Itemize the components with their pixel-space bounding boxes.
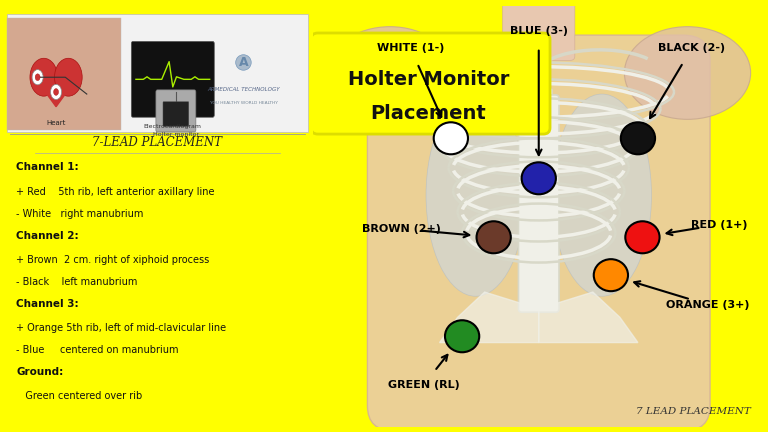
FancyBboxPatch shape — [131, 41, 214, 117]
FancyBboxPatch shape — [518, 95, 559, 312]
Ellipse shape — [426, 94, 525, 296]
Text: Heart: Heart — [46, 120, 66, 126]
Ellipse shape — [552, 94, 651, 296]
Text: BLACK (2-): BLACK (2-) — [658, 43, 726, 53]
Text: ORANGE (3+): ORANGE (3+) — [666, 300, 750, 310]
Polygon shape — [439, 292, 538, 343]
Text: Holter monitor: Holter monitor — [153, 132, 199, 137]
Text: YOU HEALTHY WORLD HEALTHY: YOU HEALTHY WORLD HEALTHY — [210, 102, 277, 105]
FancyBboxPatch shape — [525, 253, 552, 274]
Polygon shape — [44, 90, 68, 107]
Text: BROWN (2+): BROWN (2+) — [362, 224, 441, 234]
FancyBboxPatch shape — [163, 102, 189, 127]
Text: Green centered over rib: Green centered over rib — [16, 391, 142, 401]
Text: - White   right manubrium: - White right manubrium — [16, 209, 144, 219]
Circle shape — [521, 162, 556, 194]
FancyBboxPatch shape — [367, 35, 710, 431]
Circle shape — [476, 221, 511, 253]
Text: ARMEDICAL TECHNOLOGY: ARMEDICAL TECHNOLOGY — [207, 87, 280, 92]
FancyBboxPatch shape — [311, 33, 550, 134]
Text: A: A — [239, 56, 248, 69]
FancyBboxPatch shape — [525, 280, 552, 302]
Polygon shape — [538, 292, 638, 343]
Text: RED (1+): RED (1+) — [691, 219, 747, 230]
FancyBboxPatch shape — [525, 226, 552, 247]
Text: GREEN (RL): GREEN (RL) — [388, 380, 460, 390]
Ellipse shape — [624, 27, 750, 119]
FancyBboxPatch shape — [525, 143, 552, 165]
FancyBboxPatch shape — [525, 171, 552, 192]
Circle shape — [54, 89, 58, 95]
Text: 7-LEAD PLACEMENT: 7-LEAD PLACEMENT — [92, 136, 223, 149]
Circle shape — [594, 259, 628, 291]
Circle shape — [51, 84, 61, 99]
Text: + Red    5th rib, left anterior axillary line: + Red 5th rib, left anterior axillary li… — [16, 187, 214, 197]
Circle shape — [55, 58, 82, 96]
FancyBboxPatch shape — [525, 116, 552, 137]
Text: Channel 2:: Channel 2: — [16, 231, 79, 241]
Circle shape — [32, 70, 43, 85]
Circle shape — [621, 122, 655, 154]
Text: WHITE (1-): WHITE (1-) — [376, 43, 444, 53]
Text: Channel 3:: Channel 3: — [16, 299, 79, 309]
FancyBboxPatch shape — [525, 198, 552, 219]
Text: Holter Monitor: Holter Monitor — [348, 70, 509, 89]
Circle shape — [35, 74, 40, 81]
FancyBboxPatch shape — [503, 1, 574, 60]
FancyBboxPatch shape — [7, 18, 121, 130]
Text: 7 LEAD PLACEMENT: 7 LEAD PLACEMENT — [636, 407, 750, 416]
FancyBboxPatch shape — [7, 14, 308, 132]
Text: BLUE (3-): BLUE (3-) — [510, 26, 568, 36]
Text: Channel 1:: Channel 1: — [16, 162, 79, 172]
Text: Placement: Placement — [370, 104, 486, 123]
Text: + Brown  2 cm. right of xiphoid process: + Brown 2 cm. right of xiphoid process — [16, 255, 210, 265]
Circle shape — [434, 122, 468, 154]
Text: - Black    left manubrium: - Black left manubrium — [16, 277, 137, 287]
Circle shape — [30, 58, 58, 96]
Circle shape — [445, 320, 479, 352]
FancyBboxPatch shape — [156, 90, 196, 132]
Text: Ground:: Ground: — [16, 367, 64, 377]
Text: - Blue     centered on manubrium: - Blue centered on manubrium — [16, 345, 179, 355]
FancyBboxPatch shape — [525, 89, 552, 110]
Text: Electrocardiogram: Electrocardiogram — [144, 124, 202, 129]
Ellipse shape — [327, 27, 453, 119]
Circle shape — [625, 221, 660, 253]
Text: + Orange 5th rib, left of mid-clavicular line: + Orange 5th rib, left of mid-clavicular… — [16, 323, 227, 333]
